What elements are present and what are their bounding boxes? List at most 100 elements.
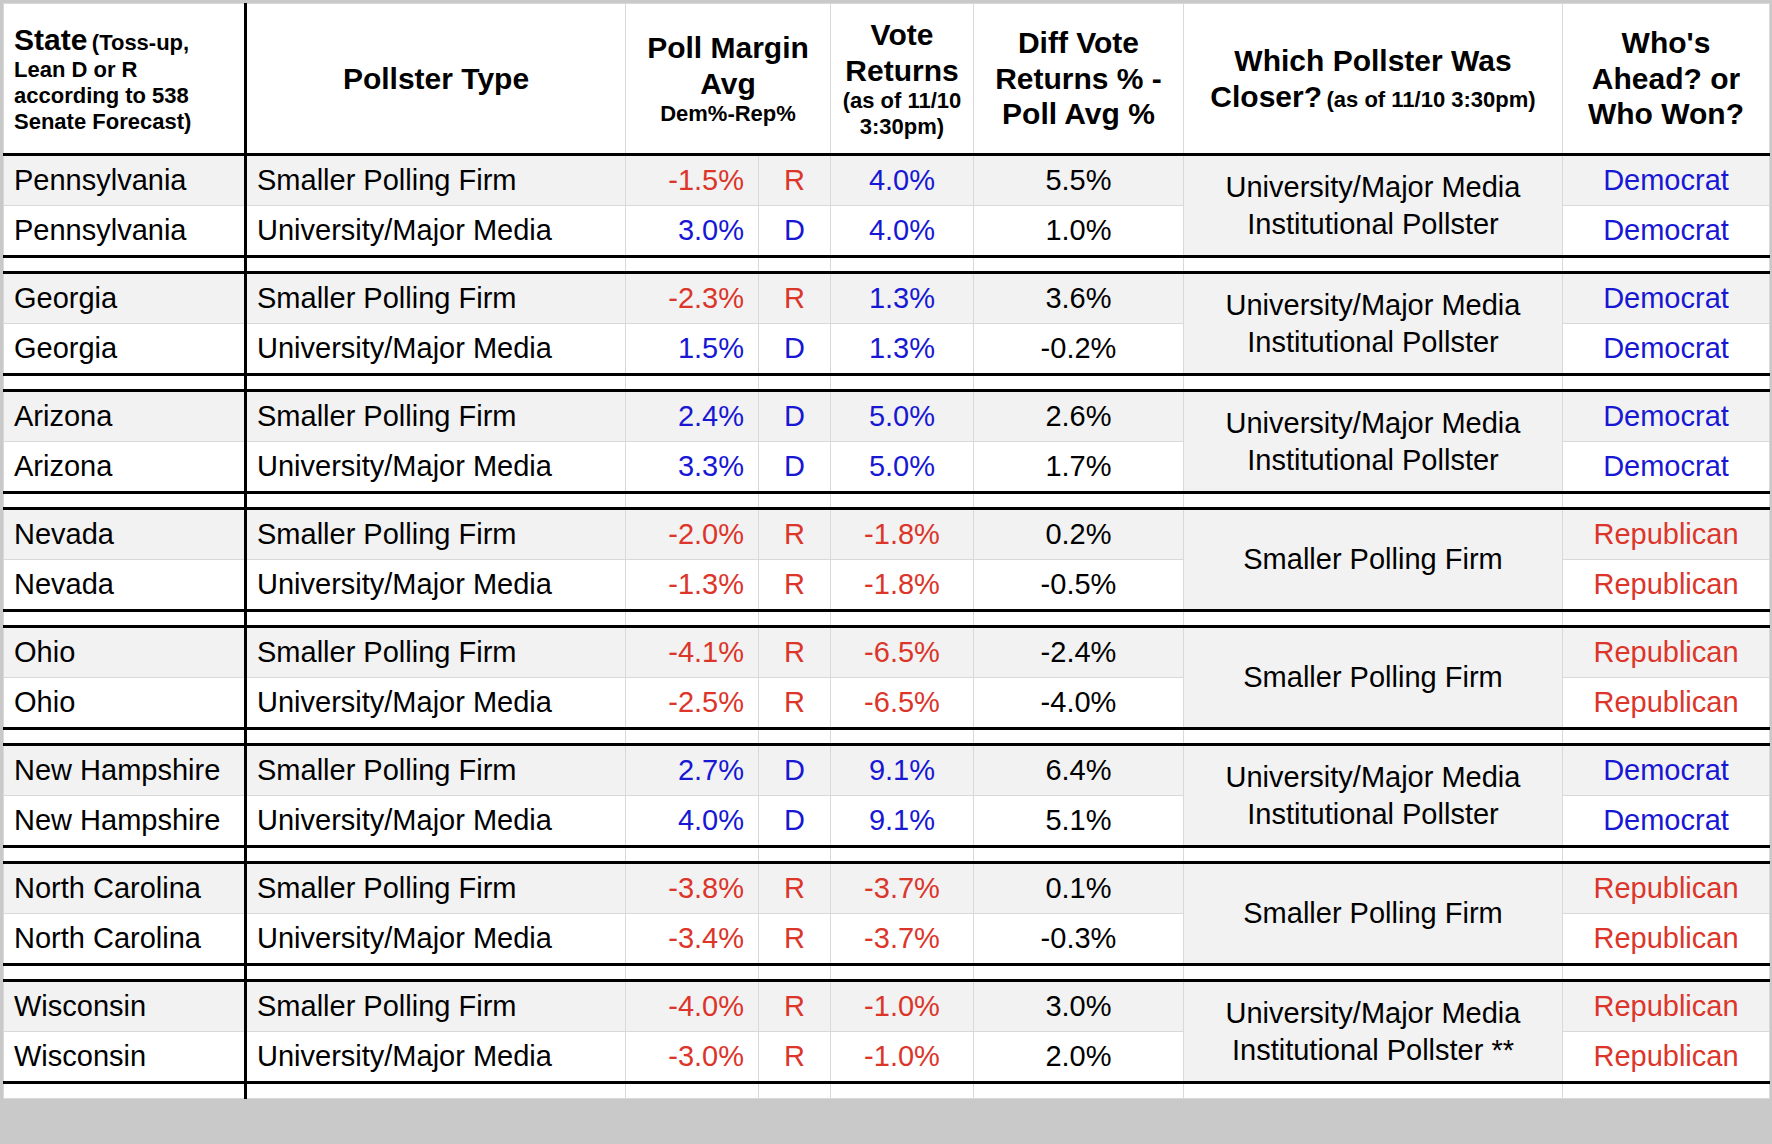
state-cell[interactable]: Arizona xyxy=(4,391,246,442)
closer-pollster-cell[interactable]: Smaller Polling Firm xyxy=(1184,509,1563,611)
winner-cell[interactable]: Democrat xyxy=(1563,796,1770,847)
winner-cell[interactable]: Democrat xyxy=(1563,273,1770,324)
closer-pollster-cell[interactable]: Smaller Polling Firm xyxy=(1184,627,1563,729)
diff-cell[interactable]: 5.1% xyxy=(974,796,1184,847)
closer-pollster-cell[interactable]: University/Major Media Institutional Pol… xyxy=(1184,981,1563,1083)
state-cell[interactable]: Nevada xyxy=(4,509,246,560)
party-letter-cell[interactable]: D xyxy=(759,206,831,257)
winner-cell[interactable]: Democrat xyxy=(1563,442,1770,493)
diff-cell[interactable]: 3.6% xyxy=(974,273,1184,324)
winner-cell[interactable]: Republican xyxy=(1563,560,1770,611)
poll-margin-cell[interactable]: 3.0% xyxy=(626,206,759,257)
vote-returns-cell[interactable]: 1.3% xyxy=(831,273,974,324)
poll-margin-cell[interactable]: -2.5% xyxy=(626,678,759,729)
state-cell[interactable]: New Hampshire xyxy=(4,745,246,796)
winner-cell[interactable]: Republican xyxy=(1563,509,1770,560)
state-cell[interactable]: Arizona xyxy=(4,442,246,493)
closer-pollster-cell[interactable]: University/Major Media Institutional Pol… xyxy=(1184,155,1563,257)
party-letter-cell[interactable]: D xyxy=(759,442,831,493)
party-letter-cell[interactable]: R xyxy=(759,981,831,1032)
pollster-type-cell[interactable]: University/Major Media xyxy=(246,206,626,257)
pollster-type-cell[interactable]: University/Major Media xyxy=(246,560,626,611)
poll-margin-cell[interactable]: 1.5% xyxy=(626,324,759,375)
poll-margin-cell[interactable]: -3.8% xyxy=(626,863,759,914)
poll-margin-cell[interactable]: 4.0% xyxy=(626,796,759,847)
col-header-state[interactable]: State (Toss-up, Lean D or R according to… xyxy=(4,4,246,155)
winner-cell[interactable]: Republican xyxy=(1563,678,1770,729)
closer-pollster-cell[interactable]: University/Major Media Institutional Pol… xyxy=(1184,273,1563,375)
pollster-type-cell[interactable]: Smaller Polling Firm xyxy=(246,509,626,560)
state-cell[interactable]: Georgia xyxy=(4,324,246,375)
party-letter-cell[interactable]: D xyxy=(759,745,831,796)
pollster-type-cell[interactable]: University/Major Media xyxy=(246,914,626,965)
diff-cell[interactable]: 3.0% xyxy=(974,981,1184,1032)
vote-returns-cell[interactable]: -6.5% xyxy=(831,678,974,729)
party-letter-cell[interactable]: R xyxy=(759,560,831,611)
party-letter-cell[interactable]: D xyxy=(759,796,831,847)
diff-cell[interactable]: 0.2% xyxy=(974,509,1184,560)
vote-returns-cell[interactable]: -3.7% xyxy=(831,863,974,914)
poll-margin-cell[interactable]: 2.4% xyxy=(626,391,759,442)
party-letter-cell[interactable]: R xyxy=(759,1032,831,1083)
state-cell[interactable]: Georgia xyxy=(4,273,246,324)
vote-returns-cell[interactable]: 4.0% xyxy=(831,206,974,257)
diff-cell[interactable]: 2.6% xyxy=(974,391,1184,442)
party-letter-cell[interactable]: D xyxy=(759,391,831,442)
vote-returns-cell[interactable]: 5.0% xyxy=(831,442,974,493)
diff-cell[interactable]: 1.0% xyxy=(974,206,1184,257)
party-letter-cell[interactable]: R xyxy=(759,627,831,678)
winner-cell[interactable]: Republican xyxy=(1563,627,1770,678)
poll-margin-cell[interactable]: -4.0% xyxy=(626,981,759,1032)
diff-cell[interactable]: 6.4% xyxy=(974,745,1184,796)
party-letter-cell[interactable]: R xyxy=(759,155,831,206)
closer-pollster-cell[interactable]: University/Major Media Institutional Pol… xyxy=(1184,391,1563,493)
poll-margin-cell[interactable]: 2.7% xyxy=(626,745,759,796)
vote-returns-cell[interactable]: -3.7% xyxy=(831,914,974,965)
winner-cell[interactable]: Republican xyxy=(1563,863,1770,914)
diff-cell[interactable]: 0.1% xyxy=(974,863,1184,914)
diff-cell[interactable]: 1.7% xyxy=(974,442,1184,493)
state-cell[interactable]: Ohio xyxy=(4,678,246,729)
poll-margin-cell[interactable]: -2.0% xyxy=(626,509,759,560)
pollster-type-cell[interactable]: University/Major Media xyxy=(246,1032,626,1083)
col-header-pollster-type[interactable]: Pollster Type xyxy=(246,4,626,155)
diff-cell[interactable]: -0.5% xyxy=(974,560,1184,611)
diff-cell[interactable]: -0.2% xyxy=(974,324,1184,375)
pollster-type-cell[interactable]: Smaller Polling Firm xyxy=(246,627,626,678)
poll-margin-cell[interactable]: -2.3% xyxy=(626,273,759,324)
vote-returns-cell[interactable]: -1.8% xyxy=(831,509,974,560)
vote-returns-cell[interactable]: -1.0% xyxy=(831,1032,974,1083)
winner-cell[interactable]: Democrat xyxy=(1563,206,1770,257)
pollster-type-cell[interactable]: University/Major Media xyxy=(246,442,626,493)
pollster-type-cell[interactable]: Smaller Polling Firm xyxy=(246,981,626,1032)
vote-returns-cell[interactable]: 9.1% xyxy=(831,745,974,796)
col-header-vote-returns[interactable]: Vote Returns(as of 11/10 3:30pm) xyxy=(831,4,974,155)
diff-cell[interactable]: 2.0% xyxy=(974,1032,1184,1083)
state-cell[interactable]: Wisconsin xyxy=(4,1032,246,1083)
col-header-diff[interactable]: Diff Vote Returns % - Poll Avg % xyxy=(974,4,1184,155)
state-cell[interactable]: Nevada xyxy=(4,560,246,611)
state-cell[interactable]: Ohio xyxy=(4,627,246,678)
pollster-type-cell[interactable]: University/Major Media xyxy=(246,796,626,847)
party-letter-cell[interactable]: R xyxy=(759,863,831,914)
diff-cell[interactable]: -2.4% xyxy=(974,627,1184,678)
vote-returns-cell[interactable]: -6.5% xyxy=(831,627,974,678)
closer-pollster-cell[interactable]: Smaller Polling Firm xyxy=(1184,863,1563,965)
state-cell[interactable]: North Carolina xyxy=(4,863,246,914)
closer-pollster-cell[interactable]: University/Major Media Institutional Pol… xyxy=(1184,745,1563,847)
col-header-poll-margin[interactable]: Poll Margin AvgDem%-Rep% xyxy=(626,4,831,155)
pollster-type-cell[interactable]: Smaller Polling Firm xyxy=(246,863,626,914)
poll-margin-cell[interactable]: -1.3% xyxy=(626,560,759,611)
state-cell[interactable]: Pennsylvania xyxy=(4,206,246,257)
poll-margin-cell[interactable]: -1.5% xyxy=(626,155,759,206)
party-letter-cell[interactable]: R xyxy=(759,273,831,324)
winner-cell[interactable]: Democrat xyxy=(1563,324,1770,375)
winner-cell[interactable]: Republican xyxy=(1563,914,1770,965)
vote-returns-cell[interactable]: -1.8% xyxy=(831,560,974,611)
vote-returns-cell[interactable]: -1.0% xyxy=(831,981,974,1032)
diff-cell[interactable]: 5.5% xyxy=(974,155,1184,206)
party-letter-cell[interactable]: R xyxy=(759,678,831,729)
pollster-type-cell[interactable]: Smaller Polling Firm xyxy=(246,273,626,324)
winner-cell[interactable]: Republican xyxy=(1563,981,1770,1032)
pollster-type-cell[interactable]: Smaller Polling Firm xyxy=(246,155,626,206)
